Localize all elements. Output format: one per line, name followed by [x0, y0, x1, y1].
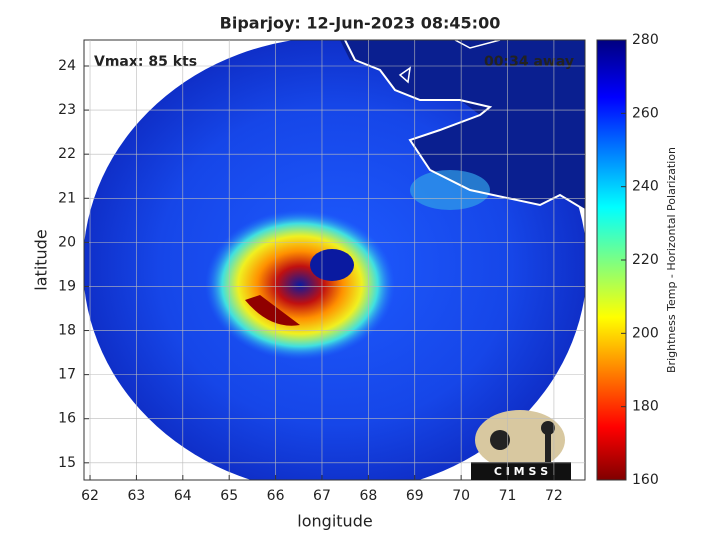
plot-frame: [83, 39, 586, 481]
title: Biparjoy: 12-Jun-2023 08:45:00: [220, 14, 501, 33]
x-tick-label: 67: [313, 488, 331, 504]
x-tick-label: 65: [220, 488, 238, 504]
colorbar-tick-label: 200: [632, 325, 659, 341]
y-tick-label: 20: [58, 234, 76, 250]
x-tick-label: 63: [128, 488, 146, 504]
x-tick-label: 62: [81, 488, 99, 504]
logo-text: C I M S S: [494, 465, 548, 478]
x-tick-label: 72: [545, 488, 563, 504]
vmax: Vmax: 85 kts: [94, 54, 197, 70]
x-tick-label: 64: [174, 488, 192, 504]
x-tick-label: 69: [406, 488, 424, 504]
colorbar-tick-label: 160: [632, 472, 659, 488]
y-tick-label: 18: [58, 323, 76, 339]
logo: C I M S S: [471, 410, 571, 480]
x-tick-label: 68: [359, 488, 377, 504]
y-tick-label: 15: [58, 455, 76, 471]
y-tick-label: 16: [58, 411, 76, 427]
colorbar-tick-label: 260: [632, 105, 659, 121]
colorbar-tick-label: 280: [632, 32, 659, 48]
x-tick-label: 70: [452, 488, 470, 504]
colorbar-tick-label: 240: [632, 179, 659, 195]
y-tick-label: 17: [58, 367, 76, 383]
colorbar-tick-label: 220: [632, 252, 659, 268]
x-tick-label: 66: [267, 488, 285, 504]
y-tick-label: 24: [58, 58, 76, 74]
y-tick-label: 21: [58, 190, 76, 206]
y-tick-label: 22: [58, 146, 76, 162]
y-tick-label: 23: [58, 102, 76, 118]
time-away: 00:34 away: [484, 54, 574, 70]
x-axis-label: longitude: [297, 512, 372, 531]
colorbar-label: Brightness Temp - Horizontal Polarizatio…: [665, 147, 678, 373]
y-axis-label: latitude: [32, 229, 51, 290]
y-tick-label: 19: [58, 278, 76, 294]
x-tick-label: 71: [499, 488, 517, 504]
colorbar-tick-label: 180: [632, 399, 659, 415]
satellite-image: [84, 40, 585, 480]
